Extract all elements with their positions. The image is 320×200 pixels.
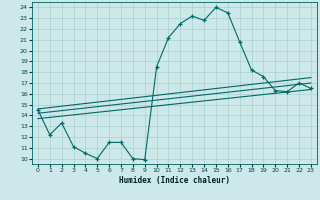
X-axis label: Humidex (Indice chaleur): Humidex (Indice chaleur) [119, 176, 230, 185]
